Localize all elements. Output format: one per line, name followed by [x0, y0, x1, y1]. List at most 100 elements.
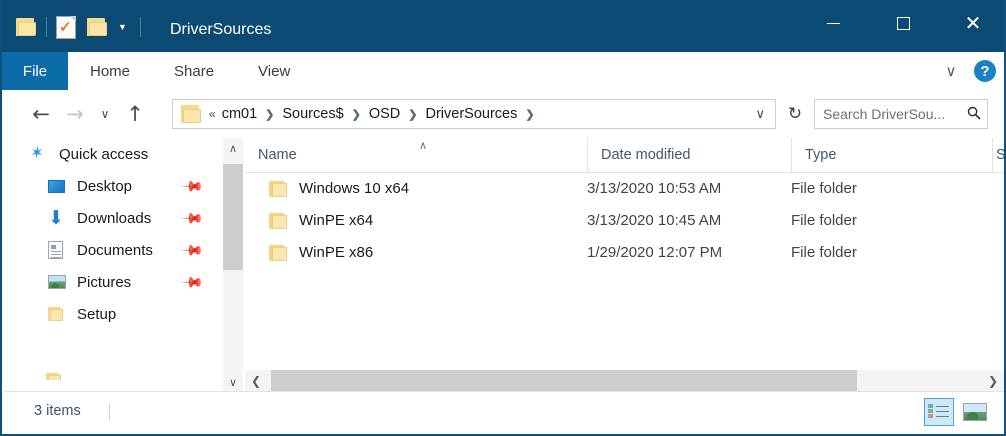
- file-list-horizontal-scrollbar[interactable]: ❮ ❯: [245, 370, 1004, 392]
- window-controls: ✕: [798, 0, 1004, 46]
- navigation-buttons: ← → ∨ ↑: [24, 90, 152, 138]
- file-rows: Windows 10 x64 3/13/2020 10:53 AM File f…: [245, 172, 1004, 268]
- sidebar-item-documents[interactable]: Documents 📌: [4, 234, 223, 266]
- breadcrumb-item-cm01[interactable]: cm01: [221, 106, 258, 122]
- scrollbar-thumb[interactable]: [223, 164, 243, 270]
- close-button[interactable]: ✕: [938, 0, 1004, 46]
- status-divider: [109, 403, 110, 421]
- help-button[interactable]: ?: [974, 60, 996, 82]
- breadcrumb-overflow-icon[interactable]: «: [209, 107, 216, 121]
- downloads-icon: ⬇: [48, 207, 64, 229]
- scroll-up-button[interactable]: ∧: [223, 138, 243, 158]
- column-header-type[interactable]: Type: [791, 138, 992, 172]
- sidebar-item-quick-access[interactable]: ✶ Quick access: [4, 138, 223, 170]
- sidebar-item-label: Quick access: [59, 145, 149, 163]
- pictures-icon: [48, 273, 68, 291]
- table-row[interactable]: WinPE x64 3/13/2020 10:45 AM File folder: [245, 204, 1004, 236]
- ribbon-right-controls: ∨ ?: [936, 52, 996, 90]
- pin-icon[interactable]: 📌: [180, 173, 205, 198]
- column-headers: Name ∧ Date modified Type: [245, 138, 1004, 173]
- address-folder-icon: [181, 105, 202, 123]
- breadcrumb-separator-1[interactable]: ❯: [265, 108, 275, 121]
- ribbon-bar: File Home Share View ∨ ?: [2, 52, 1004, 91]
- minimize-button[interactable]: [798, 0, 868, 46]
- tab-share[interactable]: Share: [174, 62, 215, 80]
- sidebar-item-label: Documents: [77, 241, 153, 259]
- tab-view[interactable]: View: [258, 62, 291, 80]
- tab-home[interactable]: Home: [90, 62, 131, 80]
- pin-icon[interactable]: 📌: [180, 269, 205, 294]
- title-bar: ✓ ▼ DriverSources ✕: [2, 0, 1004, 52]
- ribbon-tabs: File Home Share View: [2, 52, 312, 90]
- large-icons-view-button[interactable]: [960, 398, 990, 426]
- window-folder-icon: [16, 18, 37, 36]
- minimize-icon: [826, 22, 840, 24]
- scroll-down-button[interactable]: ∨: [223, 372, 243, 392]
- pin-icon[interactable]: 📌: [180, 205, 205, 230]
- recent-locations-chevron-down-icon[interactable]: ∨: [100, 107, 110, 121]
- maximize-button[interactable]: [868, 0, 938, 46]
- sidebar-item-setup[interactable]: Setup: [4, 298, 223, 330]
- close-icon: ✕: [964, 11, 982, 35]
- item-count-label: 3 items: [34, 403, 81, 419]
- row-name-cell: Windows 10 x64: [269, 172, 409, 204]
- breadcrumb-item-sources[interactable]: Sources$: [282, 106, 344, 122]
- customize-toolbar-caret-icon[interactable]: ▼: [118, 21, 127, 32]
- sidebar-item-label: Desktop: [77, 177, 133, 195]
- scrollbar-thumb[interactable]: [271, 370, 857, 392]
- refresh-button[interactable]: ↻: [787, 104, 803, 124]
- new-folder-icon[interactable]: [87, 18, 108, 36]
- row-date-cell: 1/29/2020 12:07 PM: [587, 243, 723, 261]
- forward-button[interactable]: →: [66, 102, 84, 126]
- row-type-cell: File folder: [791, 243, 857, 261]
- sidebar-item-partial-folder-icon: [46, 372, 62, 380]
- address-dropdown-chevron-down-icon[interactable]: ∨: [755, 106, 765, 121]
- row-date-cell: 3/13/2020 10:45 AM: [587, 211, 722, 229]
- breadcrumb: « cm01 ❯ Sources$ ❯ OSD ❯ DriverSources …: [205, 106, 745, 122]
- details-view-icon: [928, 403, 950, 421]
- up-button[interactable]: ↑: [126, 102, 144, 126]
- table-row[interactable]: WinPE x86 1/29/2020 12:07 PM File folder: [245, 236, 1004, 268]
- sidebar-item-pictures[interactable]: Pictures 📌: [4, 266, 223, 298]
- navigation-pane-scrollbar[interactable]: ∧ ∨: [223, 138, 243, 392]
- navigation-pane[interactable]: ✶ Quick access Desktop 📌 ⬇ Downloads 📌 D…: [4, 138, 223, 392]
- expand-ribbon-chevron-down-icon[interactable]: ∨: [945, 62, 957, 80]
- toolbar-divider: [46, 17, 47, 37]
- tab-file[interactable]: File: [2, 52, 68, 90]
- row-type-cell: File folder: [791, 211, 857, 229]
- breadcrumb-separator-3[interactable]: ❯: [408, 108, 418, 121]
- column-header-size[interactable]: S: [992, 138, 1004, 172]
- sidebar-item-desktop[interactable]: Desktop 📌: [4, 170, 223, 202]
- scroll-right-button[interactable]: ❯: [987, 374, 999, 388]
- window-title: DriverSources: [170, 21, 272, 38]
- search-icon: [961, 106, 987, 123]
- folder-icon: [48, 305, 68, 323]
- row-name-cell: WinPE x86: [269, 236, 373, 268]
- breadcrumb-item-driversources[interactable]: DriverSources: [425, 106, 518, 122]
- column-header-name[interactable]: Name: [258, 147, 297, 163]
- desktop-icon: [48, 177, 68, 195]
- search-input[interactable]: Search DriverSou...: [823, 106, 946, 122]
- address-bar-row: ← → ∨ ↑ « cm01 ❯ Sources$ ❯ OSD ❯ Driver…: [2, 90, 1004, 138]
- documents-icon: [48, 241, 68, 259]
- breadcrumb-item-osd[interactable]: OSD: [368, 106, 401, 122]
- column-header-date-modified[interactable]: Date modified: [587, 138, 791, 172]
- breadcrumb-separator-2[interactable]: ❯: [351, 108, 361, 121]
- scroll-left-button[interactable]: ❮: [250, 374, 262, 388]
- back-button[interactable]: ←: [32, 102, 50, 126]
- sidebar-item-label: Downloads: [77, 209, 152, 227]
- status-bar: 3 items: [4, 391, 1004, 434]
- sidebar-item-label: Setup: [77, 305, 117, 323]
- details-view-button[interactable]: [924, 398, 954, 426]
- address-bar[interactable]: « cm01 ❯ Sources$ ❯ OSD ❯ DriverSources …: [172, 99, 776, 129]
- star-icon: ✶: [28, 145, 45, 162]
- search-box[interactable]: Search DriverSou...: [814, 99, 988, 129]
- folder-icon: [269, 212, 288, 229]
- properties-icon[interactable]: ✓: [56, 15, 76, 39]
- breadcrumb-separator-4[interactable]: ❯: [525, 108, 535, 121]
- file-list-pane: Name ∧ Date modified Type Windows 10 x64…: [245, 138, 1004, 370]
- sidebar-item-downloads[interactable]: ⬇ Downloads 📌: [4, 202, 223, 234]
- table-row[interactable]: Windows 10 x64 3/13/2020 10:53 AM File f…: [245, 172, 1004, 204]
- pin-icon[interactable]: 📌: [180, 237, 205, 262]
